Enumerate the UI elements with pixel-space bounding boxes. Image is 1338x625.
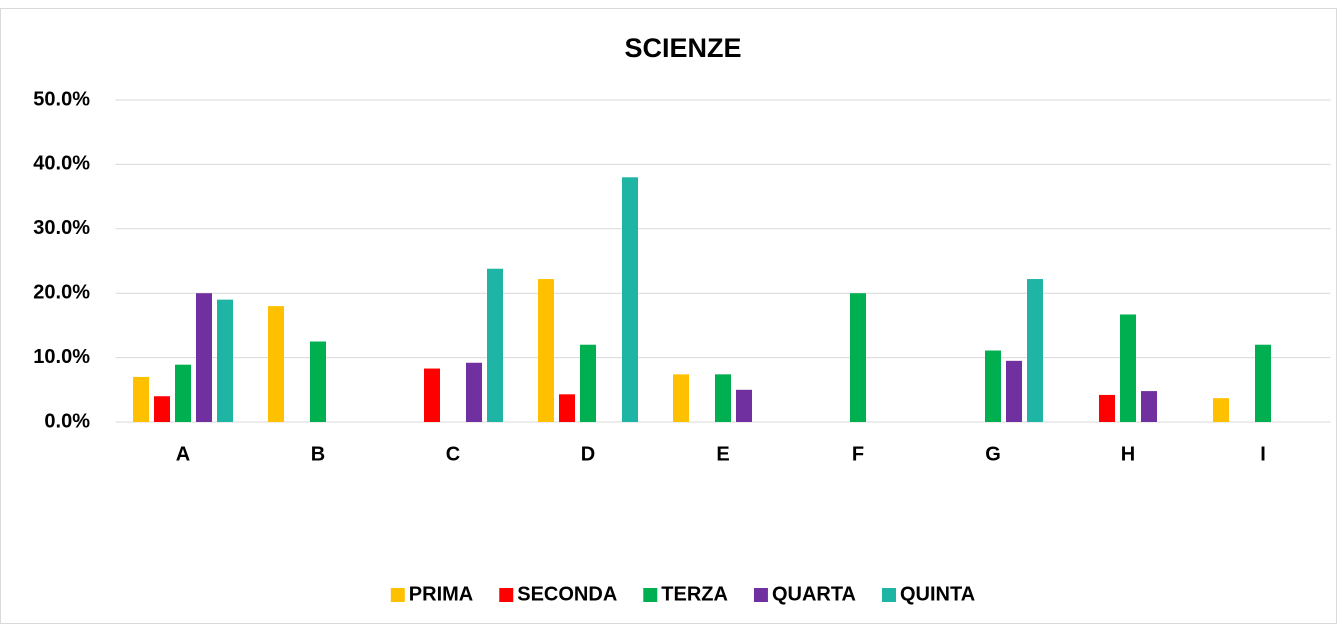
bar: [133, 376, 149, 422]
y-tick-label: 10.0%: [33, 346, 90, 368]
bar: [850, 293, 866, 422]
bar: [1213, 398, 1229, 422]
x-tick-label: F: [852, 443, 864, 465]
bar: [1006, 360, 1022, 422]
bar: [715, 374, 731, 422]
bar: [310, 341, 326, 422]
bar: [985, 350, 1001, 422]
x-tick-label: E: [716, 443, 729, 465]
bar: [1027, 279, 1043, 422]
legend-label: PRIMA: [409, 583, 473, 605]
bar: [580, 344, 596, 422]
y-tick-label: 20.0%: [33, 281, 90, 303]
x-tick-label: A: [176, 443, 190, 465]
chart-title: SCIENZE: [624, 33, 741, 63]
bar: [175, 364, 191, 422]
x-tick-label: I: [1260, 443, 1266, 465]
bar: [1120, 314, 1136, 422]
bar: [736, 389, 752, 422]
x-tick-label: B: [311, 443, 325, 465]
x-tick-label: H: [1121, 443, 1135, 465]
legend-swatch: [753, 588, 768, 602]
bar: [1099, 394, 1115, 422]
bar: [217, 299, 233, 422]
bar: [1141, 391, 1157, 422]
y-tick-label: 40.0%: [33, 153, 90, 175]
legend-label: SECONDA: [517, 583, 617, 605]
bar: [538, 279, 554, 422]
legend-label: QUARTA: [772, 583, 856, 605]
y-tick-label: 50.0%: [33, 88, 90, 110]
bar: [1255, 344, 1271, 422]
bar: [487, 268, 503, 422]
x-tick-label: G: [985, 443, 1001, 465]
y-tick-label: 30.0%: [33, 217, 90, 239]
bar: [196, 293, 212, 422]
legend-swatch: [643, 588, 658, 602]
y-tick-label: 0.0%: [44, 410, 90, 432]
bar: [559, 394, 575, 422]
bar: [466, 362, 482, 422]
legend-swatch: [882, 588, 897, 602]
legend-label: QUINTA: [900, 583, 975, 605]
bar: [424, 368, 440, 422]
legend-swatch: [390, 588, 405, 602]
x-tick-label: D: [581, 443, 595, 465]
bar: [622, 177, 638, 422]
x-tick-label: C: [446, 443, 460, 465]
bar: [268, 306, 284, 422]
legend-swatch: [499, 588, 514, 602]
bar: [154, 396, 170, 422]
legend-label: TERZA: [661, 583, 728, 605]
bar: [673, 374, 689, 422]
